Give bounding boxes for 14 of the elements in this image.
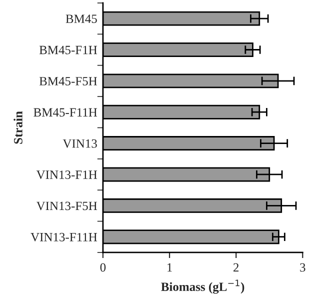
y-tick-label: VIN13-F5H xyxy=(36,202,98,210)
x-tick-label: 1 xyxy=(167,263,172,272)
y-tick-label: VIN13 xyxy=(62,139,97,148)
y-tick-label: BM45-F1H xyxy=(39,46,98,54)
y-tick-label: VIN13-F1H xyxy=(36,170,98,180)
y-axis-title: Strain xyxy=(14,111,22,144)
x-tick-label: 3 xyxy=(300,263,306,272)
x-tick-label: 0 xyxy=(100,263,106,272)
x-axis-title: Biomass (gL$^{−1}$) xyxy=(161,280,244,294)
y-tick-label: BM45 xyxy=(66,14,97,24)
x-tick-label: 2 xyxy=(234,263,239,272)
y-tick-label: VIN13-F11H xyxy=(30,232,98,242)
y-tick-label: BM45-F11H xyxy=(34,108,98,117)
y-tick-label: BM45-F5H xyxy=(39,77,98,86)
